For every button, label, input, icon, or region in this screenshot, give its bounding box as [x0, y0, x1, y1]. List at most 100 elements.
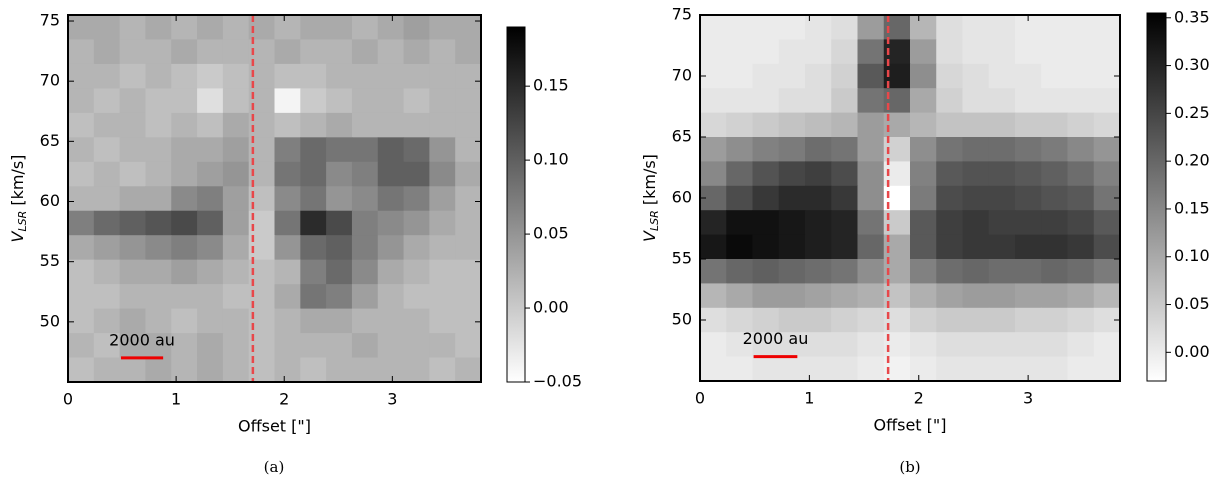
heatmap-cell	[962, 185, 990, 211]
heatmap-cell	[1093, 234, 1121, 260]
heatmap-cell	[429, 39, 456, 65]
heatmap-cell	[910, 63, 937, 89]
heatmap-cell	[351, 112, 379, 138]
heatmap-cell	[429, 308, 456, 334]
heatmap-cell	[171, 357, 198, 383]
heatmap-cell	[222, 39, 250, 65]
heatmap-cell	[726, 234, 754, 260]
heatmap-cell	[962, 210, 990, 236]
heatmap-cell	[300, 308, 327, 334]
x-tick-label: 2	[914, 389, 924, 408]
heatmap-cell	[351, 186, 379, 212]
heatmap-cell	[962, 39, 990, 65]
heatmap-cell	[988, 63, 1016, 89]
heatmap-cell	[171, 259, 198, 285]
heatmap-cell	[831, 259, 859, 284]
heatmap-cell	[1041, 137, 1069, 162]
heatmap-cell	[222, 88, 250, 114]
heatmap-cell	[857, 356, 885, 382]
heatmap-cell	[93, 284, 121, 310]
heatmap-cell	[831, 283, 859, 309]
heatmap-cell	[1041, 259, 1069, 284]
heatmap-cell	[962, 356, 990, 382]
heatmap-cell	[455, 333, 482, 359]
heatmap-cell	[455, 161, 482, 187]
heatmap-cell	[351, 137, 379, 163]
heatmap-cell	[300, 112, 327, 138]
heatmap-cell	[805, 259, 832, 284]
heatmap-cell	[93, 88, 121, 114]
heatmap-cell	[274, 39, 301, 65]
heatmap-cell	[1015, 234, 1042, 260]
heatmap-cell	[778, 161, 806, 187]
heatmap-cell	[429, 235, 456, 261]
heatmap-cell	[726, 259, 754, 284]
heatmap-cell	[351, 210, 379, 236]
heatmap-cell	[1015, 332, 1042, 358]
heatmap-cell	[222, 357, 250, 383]
heatmap-cell	[93, 15, 121, 41]
heatmap-cell	[429, 63, 456, 89]
heatmap-cell	[805, 210, 832, 236]
heatmap-cell	[119, 357, 147, 383]
heatmap-cell	[752, 88, 780, 114]
heatmap-cell	[831, 234, 859, 260]
colorbar-tick-label: 0.05	[1174, 294, 1210, 313]
heatmap-cell	[988, 137, 1016, 162]
heatmap-cell	[274, 186, 301, 212]
heatmap-cell	[68, 210, 95, 236]
y-tick-label: 60	[40, 191, 60, 210]
heatmap-cell	[93, 137, 121, 163]
heatmap-cell	[988, 332, 1016, 358]
heatmap-cell	[300, 235, 327, 261]
heatmap-cell	[962, 112, 990, 138]
heatmap-cell	[93, 39, 121, 65]
heatmap-cell	[68, 308, 95, 334]
heatmap-cell	[1067, 112, 1095, 138]
heatmap-cell	[988, 112, 1016, 138]
heatmap-cell	[831, 112, 859, 138]
heatmap-cell	[145, 39, 172, 65]
heatmap-cell	[1093, 356, 1121, 382]
heatmap-cell	[197, 39, 224, 65]
heatmap-cell	[119, 308, 147, 334]
heatmap-cell	[403, 112, 430, 138]
heatmap-cell	[700, 137, 727, 162]
heatmap-cell	[1093, 161, 1121, 187]
y-tick-label: 50	[672, 310, 692, 329]
colorbar-tick-label: 0.15	[1174, 198, 1210, 217]
heatmap-cell	[1015, 307, 1042, 333]
heatmap-cell	[1041, 88, 1069, 114]
heatmap-cell	[1041, 185, 1069, 211]
heatmap-cell	[805, 112, 832, 138]
heatmap-cell	[1093, 332, 1121, 358]
heatmap-cell	[726, 185, 754, 211]
heatmap-cell	[68, 15, 95, 41]
y-tick-label: 75	[40, 11, 60, 30]
heatmap-cell	[326, 333, 353, 359]
heatmap-cell	[936, 307, 964, 333]
heatmap-cell	[726, 161, 754, 187]
heatmap-cell	[377, 235, 405, 261]
heatmap-cell	[910, 112, 937, 138]
heatmap-cell	[145, 63, 172, 89]
heatmap-cell	[1041, 15, 1069, 40]
heatmap-cell	[197, 210, 224, 236]
heatmap-cell	[222, 137, 250, 163]
heatmap-cell	[455, 357, 482, 383]
heatmap-cell	[377, 63, 405, 89]
x-tick-label: 1	[171, 390, 181, 409]
heatmap-cell	[962, 234, 990, 260]
heatmap-cell	[403, 39, 430, 65]
heatmap-cell	[145, 333, 172, 359]
y-tick-label: 70	[672, 66, 692, 85]
heatmap-cell	[377, 284, 405, 310]
heatmap-cell	[778, 356, 806, 382]
heatmap-cell	[326, 161, 353, 187]
heatmap-cell	[1041, 161, 1069, 187]
heatmap-cell	[857, 63, 885, 89]
x-tick-label: 0	[63, 390, 73, 409]
heatmap-cell	[274, 284, 301, 310]
heatmap-cell	[119, 112, 147, 138]
